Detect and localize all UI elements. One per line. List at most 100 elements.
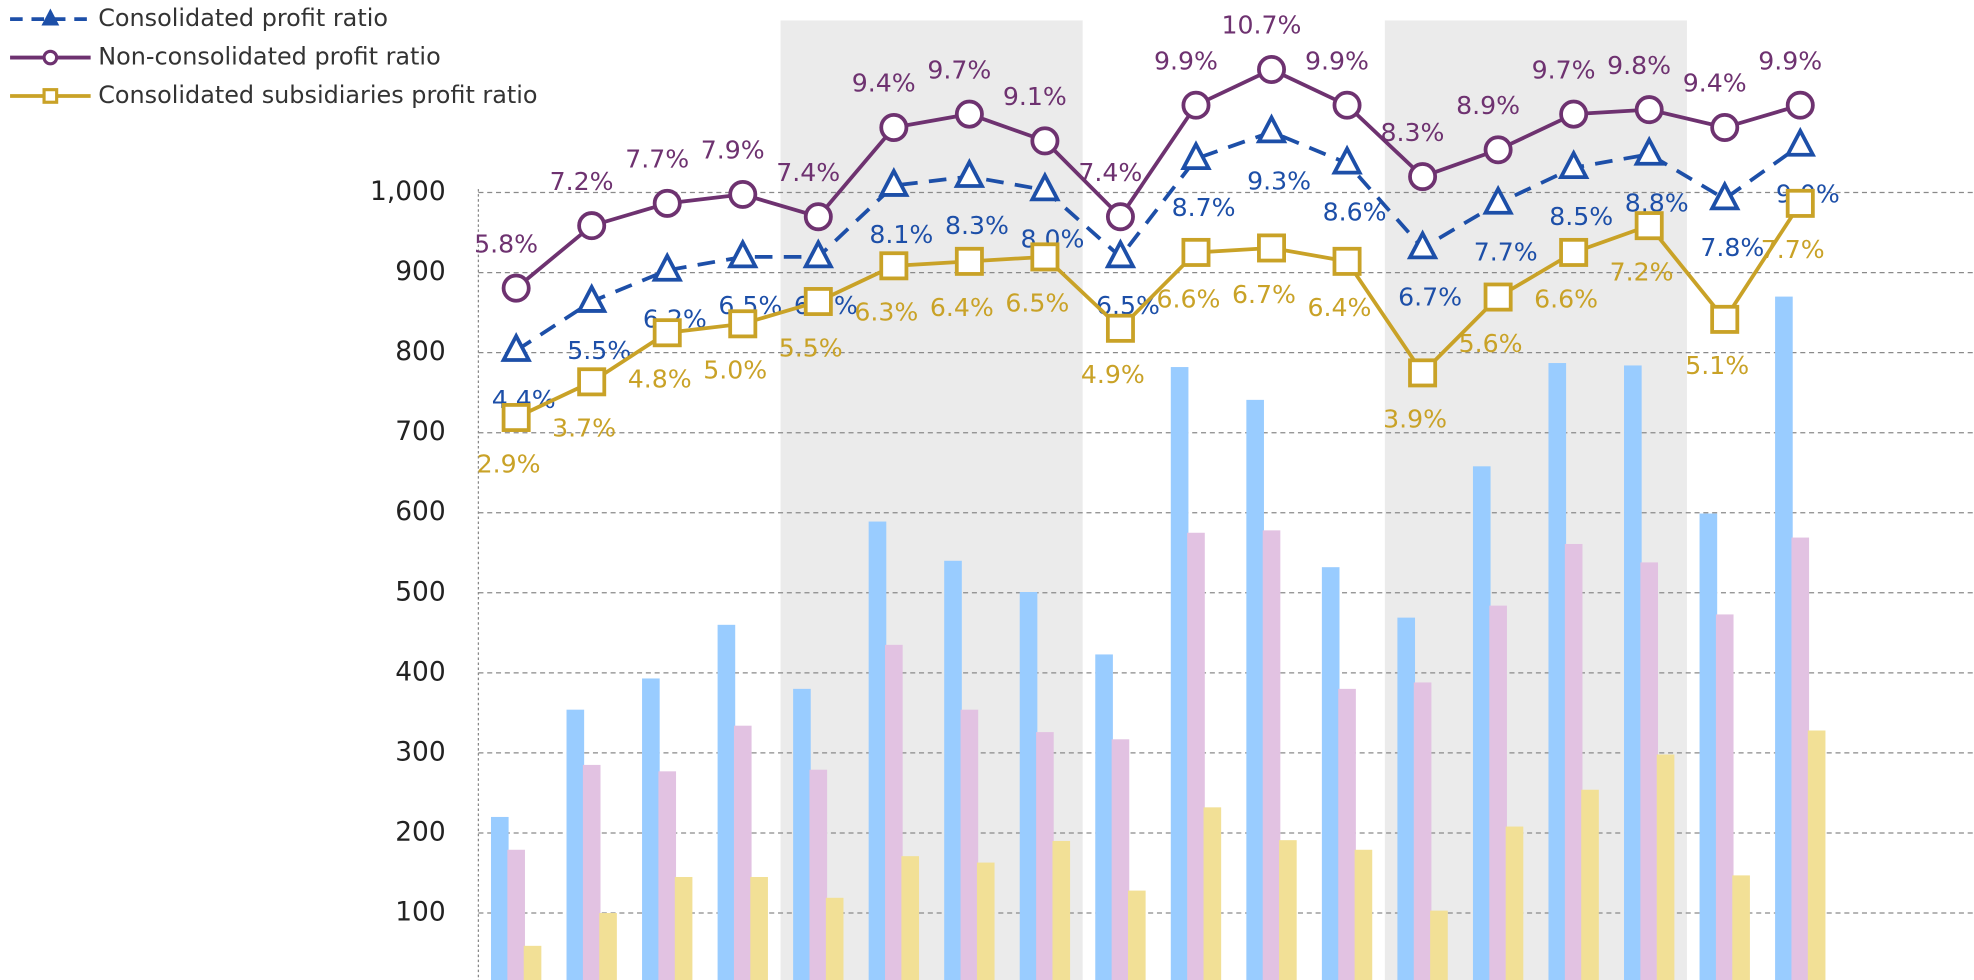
marker	[1408, 162, 1438, 192]
data-label: 9.7%	[1532, 55, 1596, 84]
marker	[1559, 237, 1589, 267]
data-label: 6.5%	[1005, 289, 1069, 318]
y-tick-label: 1,000	[370, 176, 446, 207]
y-tick-label: 400	[395, 656, 445, 687]
marker	[652, 318, 682, 348]
y-tick-label: 200	[395, 816, 445, 847]
bar	[1775, 296, 1793, 980]
marker	[1785, 90, 1815, 120]
marker	[1180, 140, 1212, 171]
marker	[1408, 358, 1438, 388]
bar	[1505, 826, 1524, 980]
bar	[1791, 537, 1810, 980]
marker	[1181, 90, 1211, 120]
marker	[803, 287, 833, 316]
bar	[1052, 840, 1071, 980]
bar	[717, 624, 736, 980]
marker	[954, 246, 984, 276]
data-label: 9.1%	[1003, 82, 1067, 111]
data-label: 8.9%	[1456, 91, 1520, 120]
marker	[1557, 149, 1590, 179]
bar	[507, 849, 525, 980]
bar	[1095, 654, 1113, 980]
bar	[1581, 789, 1599, 980]
data-label: 9.9%	[1305, 46, 1369, 75]
legend-label: Non-consolidated profit ratio	[98, 43, 441, 71]
data-label: 7.7%	[1474, 238, 1538, 267]
y-tick-label: 500	[395, 576, 445, 607]
bar	[1564, 543, 1583, 980]
bar	[1338, 688, 1356, 980]
data-label: 9.8%	[1607, 51, 1671, 80]
marker	[651, 251, 683, 282]
y-tick-label: 600	[395, 496, 445, 527]
bar	[658, 771, 677, 980]
data-label: 5.5%	[567, 336, 631, 365]
marker	[728, 179, 758, 209]
bar	[793, 688, 811, 980]
data-label: 4.9%	[1081, 360, 1145, 389]
y-tick-label: 100	[395, 897, 445, 928]
bar	[976, 862, 995, 980]
marker	[42, 88, 59, 104]
data-label: 6.4%	[930, 293, 994, 322]
marker	[1104, 238, 1137, 269]
data-label: 7.4%	[1078, 158, 1142, 187]
y-tick-label: 300	[395, 736, 445, 767]
bar	[1354, 849, 1373, 980]
data-label: 7.8%	[1700, 233, 1764, 262]
bar	[1036, 732, 1054, 980]
data-label: 5.8%	[474, 229, 538, 258]
data-label: 10.7%	[1221, 11, 1301, 40]
marker	[1332, 90, 1362, 120]
marker	[42, 49, 59, 66]
marker	[1255, 113, 1288, 144]
bar	[1430, 910, 1448, 980]
marker	[1784, 126, 1816, 157]
bar	[1640, 562, 1659, 980]
data-label: 7.7%	[625, 145, 689, 174]
bar	[1170, 367, 1189, 980]
bar	[1203, 807, 1222, 980]
data-label: 6.7%	[1232, 280, 1296, 309]
data-label: 5.0%	[703, 356, 767, 385]
marker	[1030, 242, 1060, 272]
bar	[1656, 754, 1675, 980]
legend-label: Consolidated subsidiaries profit ratio	[98, 81, 537, 109]
line	[515, 129, 1802, 353]
data-label: 8.1%	[869, 220, 933, 249]
bar	[1187, 532, 1205, 980]
bar	[1472, 466, 1491, 980]
bar	[1715, 614, 1734, 980]
marker	[577, 367, 607, 397]
marker	[879, 251, 909, 281]
marker	[1483, 135, 1513, 165]
data-label: 9.9%	[1758, 46, 1822, 75]
marker	[879, 113, 909, 142]
data-label: 6.6%	[1534, 284, 1598, 313]
bar	[1397, 617, 1416, 980]
marker	[878, 166, 910, 197]
data-label: 2.9%	[477, 449, 541, 478]
data-label: 9.9%	[1154, 46, 1218, 75]
marker	[953, 158, 986, 188]
bar	[1321, 567, 1340, 980]
marker	[1331, 144, 1363, 175]
marker	[652, 188, 682, 218]
marker	[1257, 233, 1286, 263]
data-label: 8.3%	[1381, 118, 1445, 147]
marker	[803, 202, 833, 232]
y-tick-label: 800	[395, 336, 445, 367]
bar	[733, 725, 752, 980]
marker	[1709, 180, 1741, 211]
bar	[1413, 682, 1432, 980]
data-label: 7.4%	[776, 158, 840, 187]
bar	[1111, 739, 1130, 980]
marker	[1785, 188, 1815, 218]
marker	[41, 8, 60, 26]
bar	[809, 769, 828, 980]
bar	[642, 678, 660, 980]
data-label: 7.7%	[1761, 235, 1825, 264]
